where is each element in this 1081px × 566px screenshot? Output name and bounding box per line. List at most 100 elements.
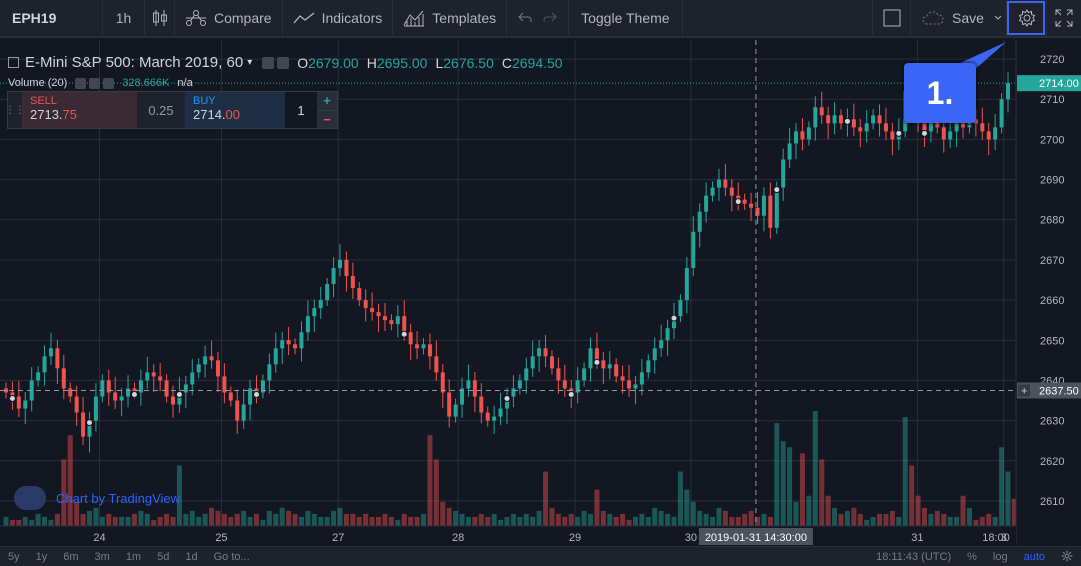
eye-icon[interactable] <box>75 77 87 89</box>
chevron-down-icon[interactable] <box>994 15 1002 21</box>
templates-label: Templates <box>432 10 497 26</box>
fullscreen-button[interactable] <box>1046 0 1081 36</box>
candle-body <box>948 131 953 140</box>
candle-body <box>633 384 638 389</box>
volume-bar <box>870 516 876 526</box>
volume-bar <box>241 510 247 526</box>
volume-bar <box>645 516 651 526</box>
candle-body <box>543 348 548 357</box>
quantity-plus-button[interactable]: + <box>317 92 337 111</box>
range-button-0[interactable]: 5y <box>8 550 20 563</box>
candle-body <box>511 388 516 397</box>
series-title[interactable]: E-Mini S&P 500: March 2019, 60 <box>25 54 244 71</box>
candle-body <box>761 195 766 216</box>
candle-body <box>171 396 175 405</box>
volume-bar <box>999 447 1005 526</box>
candle-body <box>562 380 567 389</box>
candle-body <box>248 388 253 405</box>
candle-body <box>222 376 227 393</box>
candle-body <box>151 372 156 377</box>
range-buttons: 5y 1y 6m 3m 1m 5d 1d Go to... <box>0 551 258 563</box>
candle-body <box>556 368 561 381</box>
undo-icon[interactable] <box>517 11 533 25</box>
percent-toggle[interactable]: % <box>967 551 977 563</box>
last-price-label: 2714.00 <box>1039 78 1079 90</box>
save-button[interactable]: Save <box>910 0 1006 36</box>
buy-button[interactable]: BUY 2714.00 <box>185 92 285 128</box>
event-marker <box>734 198 742 206</box>
candle-body <box>871 115 876 124</box>
sell-button[interactable]: SELL 2713.75 <box>22 92 137 128</box>
settings-small-icon[interactable] <box>89 77 101 89</box>
volume-bar <box>388 516 394 526</box>
gear-icon[interactable] <box>1053 550 1081 565</box>
layout-button[interactable] <box>872 0 910 36</box>
candle-body <box>119 396 124 401</box>
range-button-6[interactable]: 1d <box>185 550 198 563</box>
time-tick-label: 31 <box>911 532 923 544</box>
templates-button[interactable]: Templates <box>393 0 508 36</box>
buy-price-main: 2714. <box>193 107 226 122</box>
collapse-legend-icon[interactable] <box>8 57 19 68</box>
candle-body <box>614 364 619 377</box>
crosshair-time-label: 2019-01-31 14:30:00 <box>705 532 807 544</box>
clock-label[interactable]: 18:11:43 (UTC) <box>876 551 952 563</box>
range-button-7[interactable]: Go to... <box>213 550 250 563</box>
top-toolbar: EPH19 1h Compare Indicators Templates To… <box>0 0 1081 38</box>
close-small-icon[interactable] <box>103 77 115 89</box>
quantity-minus-button[interactable]: − <box>323 111 331 127</box>
volume-bar <box>106 513 112 526</box>
volume-label[interactable]: Volume (20) <box>8 77 68 89</box>
save-label: Save <box>952 10 984 26</box>
low-value: 2676.50 <box>443 54 494 71</box>
candle-body <box>723 179 728 188</box>
candle-body <box>781 159 786 188</box>
symbol-search-button[interactable]: EPH19 <box>0 0 103 36</box>
candle-body <box>312 308 317 317</box>
volume-bar <box>215 510 221 526</box>
volume-bar <box>902 417 908 526</box>
volume-bar <box>22 516 28 526</box>
settings-button[interactable] <box>1006 0 1046 36</box>
chart-area[interactable]: 2720 2710 2700 2690 2680 2670 2660 2650 2640 2630… <box>0 40 1081 546</box>
volume-bar <box>74 501 80 526</box>
tradingview-watermark[interactable]: Chart by TradingView <box>14 486 180 510</box>
log-toggle[interactable]: log <box>992 551 1008 563</box>
price-tick-label: 2700 <box>1040 134 1064 146</box>
auto-toggle[interactable]: auto <box>1023 551 1045 563</box>
volume-bar <box>189 510 195 526</box>
time-tick-label: 24 <box>93 532 105 544</box>
volume-bar <box>941 513 947 526</box>
volume-bar <box>331 510 337 526</box>
volume-bar <box>761 513 767 526</box>
interval-button[interactable]: 1h <box>103 0 145 36</box>
volume-bar <box>889 510 895 526</box>
time-tick-label: 28 <box>452 532 464 544</box>
range-button-2[interactable]: 6m <box>63 550 79 563</box>
price-tick-label: 2620 <box>1040 456 1064 468</box>
drag-handle-icon[interactable]: ⋮⋮ <box>5 92 25 128</box>
range-button-3[interactable]: 3m <box>94 550 110 563</box>
candle-body <box>787 143 792 160</box>
settings-small-icon[interactable] <box>277 56 290 69</box>
range-button-1[interactable]: 1y <box>35 550 48 563</box>
volume-bar <box>125 516 131 526</box>
chart-type-button[interactable] <box>145 0 175 36</box>
compare-button[interactable]: Compare <box>175 0 283 36</box>
range-button-4[interactable]: 1m <box>125 550 142 563</box>
volume-bar <box>176 465 182 526</box>
indicators-button[interactable]: Indicators <box>283 0 394 36</box>
candle-body <box>318 300 323 309</box>
chevron-down-icon[interactable]: ▾ <box>247 57 253 68</box>
quantity-input[interactable]: 1 <box>285 92 317 128</box>
range-button-5[interactable]: 5d <box>157 550 170 563</box>
eye-icon[interactable] <box>262 56 275 69</box>
toggle-theme-button[interactable]: Toggle Theme <box>569 0 683 36</box>
candle-body <box>16 396 21 409</box>
volume-bar <box>742 513 748 526</box>
buy-price-highlight: 00 <box>225 107 241 122</box>
price-tick-label: 2630 <box>1040 416 1064 428</box>
candle-body <box>877 115 882 124</box>
sell-price-highlight: 75 <box>62 107 78 122</box>
redo-icon[interactable] <box>542 11 558 25</box>
